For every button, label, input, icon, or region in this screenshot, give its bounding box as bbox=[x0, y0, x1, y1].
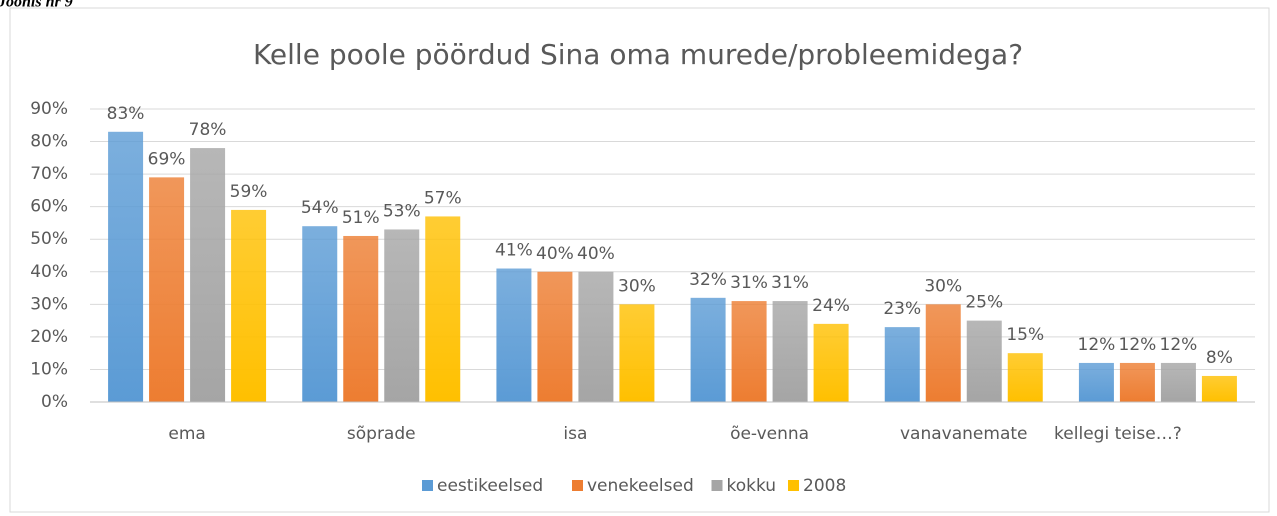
x-tick-label: vanavanemate bbox=[900, 424, 1027, 444]
legend-swatch bbox=[572, 480, 583, 491]
bar bbox=[1007, 353, 1043, 402]
y-tick-label: 60% bbox=[30, 197, 68, 217]
bar bbox=[384, 229, 420, 402]
bar bbox=[343, 235, 379, 402]
legend-label: 2008 bbox=[803, 476, 846, 496]
value-label: 57% bbox=[424, 188, 462, 208]
value-label: 54% bbox=[301, 198, 339, 218]
bar bbox=[619, 304, 655, 402]
value-label: 31% bbox=[730, 273, 768, 293]
legend-label: kokku bbox=[727, 476, 777, 496]
value-label: 51% bbox=[342, 208, 380, 228]
legend-label: eestikeelsed bbox=[437, 476, 543, 496]
bar bbox=[496, 268, 532, 402]
bar bbox=[108, 131, 144, 403]
value-label: 8% bbox=[1206, 348, 1233, 368]
value-label: 83% bbox=[107, 104, 145, 124]
bar bbox=[1160, 362, 1196, 402]
legend-label: venekeelsed bbox=[587, 476, 694, 496]
legend-swatch bbox=[711, 480, 723, 491]
bar bbox=[813, 323, 849, 402]
y-tick-label: 0% bbox=[41, 392, 68, 412]
bar bbox=[149, 177, 185, 402]
x-tick-label: ema bbox=[168, 424, 205, 444]
y-tick-label: 80% bbox=[30, 132, 68, 152]
value-label: 15% bbox=[1006, 325, 1044, 345]
value-label: 25% bbox=[965, 293, 1003, 313]
value-label: 30% bbox=[618, 276, 656, 296]
value-label: 12% bbox=[1160, 335, 1198, 355]
bar bbox=[231, 209, 267, 402]
bar bbox=[1201, 375, 1237, 402]
value-label: 12% bbox=[1078, 335, 1116, 355]
y-tick-label: 70% bbox=[30, 164, 68, 184]
value-label: 23% bbox=[883, 299, 921, 319]
value-label: 40% bbox=[577, 244, 615, 264]
legend-swatch bbox=[422, 480, 433, 491]
bar bbox=[1119, 362, 1155, 402]
value-label: 30% bbox=[924, 276, 962, 296]
bar bbox=[884, 327, 920, 402]
value-label: 53% bbox=[383, 201, 421, 221]
value-label: 31% bbox=[771, 273, 809, 293]
bar bbox=[578, 271, 614, 402]
y-tick-label: 40% bbox=[30, 262, 68, 282]
value-label: 32% bbox=[689, 270, 727, 290]
bar bbox=[190, 148, 226, 402]
x-tick-label: sõprade bbox=[347, 424, 416, 444]
value-label: 40% bbox=[536, 244, 574, 264]
bar bbox=[1078, 362, 1114, 402]
bar bbox=[772, 301, 808, 402]
y-tick-label: 90% bbox=[30, 99, 68, 119]
value-label: 69% bbox=[148, 149, 186, 169]
legend-swatch bbox=[788, 480, 799, 491]
y-tick-label: 30% bbox=[30, 294, 68, 314]
x-tick-label: kellegi teise…? bbox=[1054, 424, 1182, 444]
value-label: 78% bbox=[189, 120, 227, 140]
y-tick-label: 50% bbox=[30, 229, 68, 249]
bar bbox=[966, 320, 1002, 402]
value-label: 41% bbox=[495, 241, 533, 261]
bar bbox=[302, 226, 338, 402]
y-tick-label: 20% bbox=[30, 327, 68, 347]
bar bbox=[425, 216, 461, 402]
caption: Joonis nr 9 bbox=[0, 0, 73, 11]
bar bbox=[690, 297, 726, 402]
y-tick-label: 10% bbox=[30, 359, 68, 379]
value-label: 59% bbox=[230, 182, 268, 202]
bar bbox=[731, 301, 767, 402]
chart-title: Kelle poole pöördud Sina oma murede/prob… bbox=[253, 38, 1023, 71]
x-tick-label: isa bbox=[563, 424, 587, 444]
x-tick-label: õe-venna bbox=[730, 424, 809, 444]
bar bbox=[537, 271, 573, 402]
value-label: 24% bbox=[812, 296, 850, 316]
bar bbox=[925, 304, 961, 402]
value-label: 12% bbox=[1119, 335, 1157, 355]
